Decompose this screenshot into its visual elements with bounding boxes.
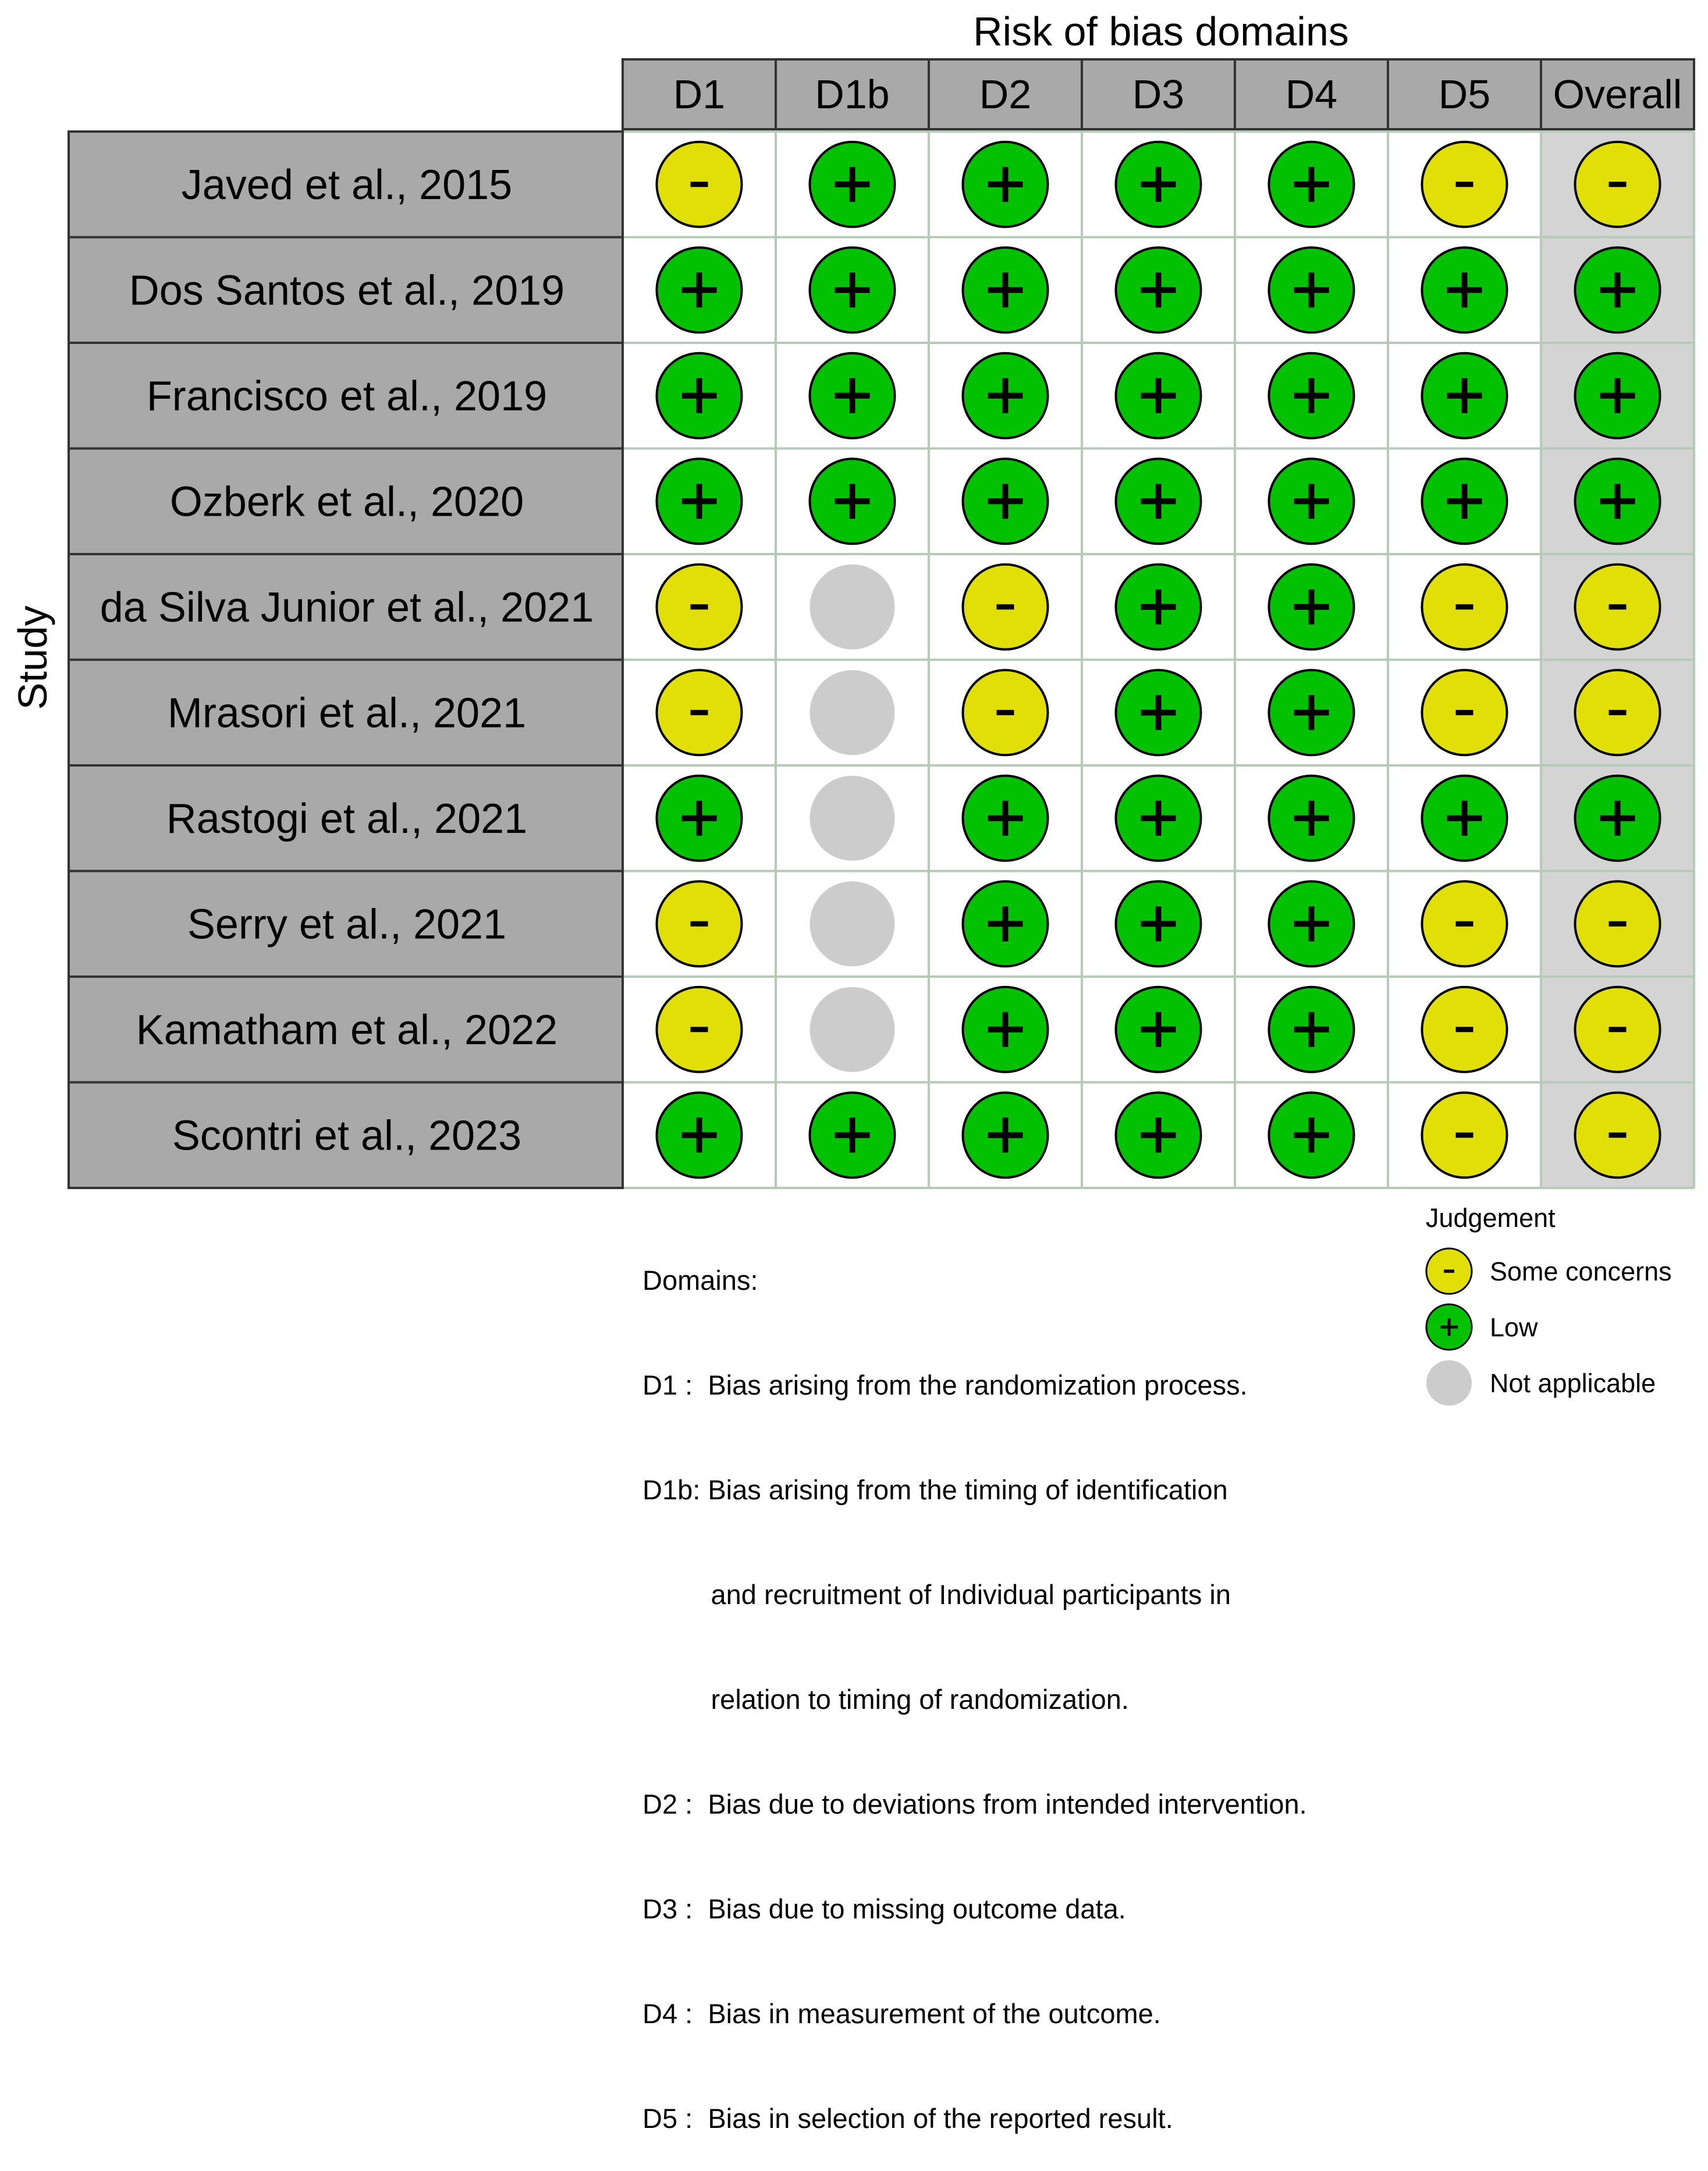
study-label-cell — [68, 447, 624, 555]
domain-note-line: D1b: Bias arising from the timing of ide… — [642, 1474, 1228, 1505]
risk-of-bias-chart: Risk of bias domains Study D1 D1b D2 D3 D4 D5… — [10, 9, 1695, 1406]
domain-note-line: D2 : Bias due to deviations from intende… — [642, 1789, 1307, 1819]
study-label: Mrasori et al., 2021 — [168, 690, 526, 736]
y-axis-label: Study — [10, 606, 55, 710]
domain-note-line: D4 : Bias in measurement of the outcome. — [642, 1998, 1161, 2029]
domain-header-overall: Overall — [1553, 72, 1682, 117]
study-label-cell — [68, 342, 624, 450]
domain-notes-title: Domains: — [642, 1265, 758, 1296]
domain-note-line: and recruitment of Individual participan… — [642, 1579, 1231, 1610]
study-label-cell — [68, 870, 624, 978]
legend-label: Low — [1490, 1312, 1538, 1342]
domain-header-cell — [1234, 58, 1389, 130]
study-label-cell — [68, 764, 624, 872]
domain-header-d4: D4 — [1286, 72, 1337, 117]
chart-title: Risk of bias domains — [973, 9, 1349, 54]
domain-note-line: D5 : Bias in selection of the reported r… — [642, 2103, 1173, 2134]
study-label-cell — [68, 1081, 624, 1189]
study-label: da Silva Junior et al., 2021 — [100, 584, 594, 631]
judgement-marker-not-applicable — [809, 564, 895, 650]
domain-notes: Domains: D1 : Bias arising from the rand… — [642, 1193, 1307, 2171]
domain-header-cell — [928, 58, 1083, 130]
study-label: Kamatham et al., 2022 — [136, 1007, 558, 1053]
judgement-marker-not-applicable — [809, 881, 895, 967]
domain-header-cell — [622, 58, 777, 130]
domain-note-line: D3 : Bias due to missing outcome data. — [642, 1893, 1126, 1924]
study-label-cell — [68, 236, 624, 344]
domain-header-d5: D5 — [1439, 72, 1490, 117]
domain-header-d2: D2 — [979, 72, 1031, 117]
domain-header-d1: D1 — [673, 72, 725, 117]
legend-title: Judgement — [1426, 1203, 1556, 1233]
study-label: Ozberk et al., 2020 — [170, 478, 524, 525]
domain-note-line: relation to timing of randomization. — [642, 1684, 1129, 1715]
study-label-cell — [68, 658, 624, 767]
domain-header-d3: D3 — [1132, 72, 1184, 117]
study-label: Dos Santos et al., 2019 — [129, 267, 564, 314]
domain-header-d1b: D1b — [815, 72, 889, 117]
judgement-marker-not-applicable — [809, 775, 895, 861]
legend-label: Not applicable — [1490, 1368, 1656, 1398]
legend-marker — [1426, 1360, 1472, 1406]
domain-header-cell — [1081, 58, 1236, 130]
study-label-cell — [68, 553, 624, 661]
study-label: Francisco et al., 2019 — [147, 373, 547, 420]
study-label: Serry et al., 2021 — [187, 901, 506, 948]
domain-note-line: D1 : Bias arising from the randomization… — [642, 1370, 1248, 1400]
judgement-marker-not-applicable — [809, 670, 895, 755]
study-label: Javed et al., 2015 — [182, 162, 512, 208]
domain-header-cell — [1540, 58, 1695, 130]
judgement-marker-not-applicable — [809, 987, 895, 1072]
legend-label: Some concerns — [1490, 1257, 1672, 1286]
study-label: Rastogi et al., 2021 — [166, 796, 527, 842]
study-label: Scontri et al., 2023 — [172, 1112, 521, 1159]
